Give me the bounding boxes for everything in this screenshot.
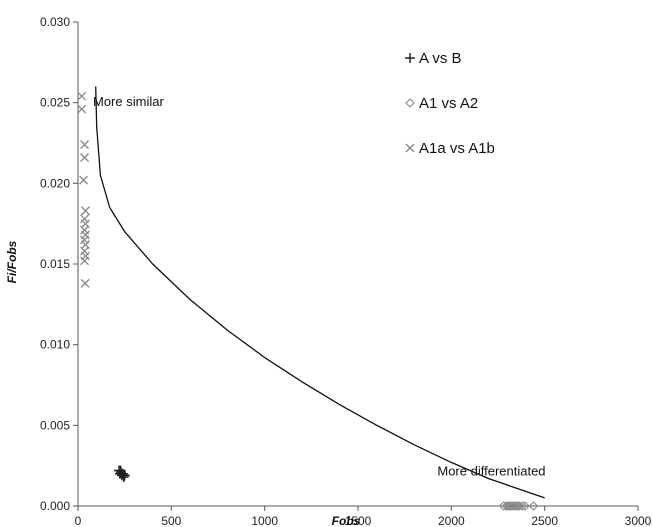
x-tick-label: 0: [75, 514, 82, 527]
y-tick-label: 0.020: [40, 176, 70, 190]
data-point: [81, 207, 89, 215]
x-tick-label: 500: [161, 514, 181, 527]
legend-label: A1 vs A2: [419, 95, 478, 112]
y-tick-label: 0.025: [40, 96, 70, 110]
legend-marker: [406, 99, 414, 107]
data-point: [81, 279, 89, 287]
annotation-label: More differentiated: [437, 463, 545, 478]
data-point: [78, 105, 86, 113]
y-tick-label: 0.030: [40, 15, 70, 29]
y-tick-label: 0.000: [40, 499, 70, 513]
axes: 0.000 0.005 0.010 0.015 0.020 0.025 0.030 0 500 1…: [40, 15, 652, 527]
data-point: [80, 176, 88, 184]
legend-item: A vs B: [405, 50, 462, 67]
legend-marker: [406, 144, 414, 152]
x-axis-title: Fobs: [332, 514, 361, 527]
x-tick-label: 1000: [251, 514, 278, 527]
legend-label: A vs B: [419, 50, 462, 67]
legend-item: A1a vs A1b: [406, 140, 495, 157]
data-point: [81, 154, 89, 162]
data-point: [81, 141, 89, 149]
legend-item: A1 vs A2: [406, 95, 478, 112]
data-point: [78, 92, 86, 100]
y-tick-label: 0.010: [40, 338, 70, 352]
legend: A vs B A1 vs A2 A1a vs A1b: [405, 50, 495, 157]
legend-label: A1a vs A1b: [419, 140, 495, 157]
y-tick-label: 0.015: [40, 257, 70, 271]
data-point: [81, 257, 89, 265]
legend-marker: [405, 53, 415, 63]
x-tick-label: 2000: [438, 514, 465, 527]
x-tick-label: 2500: [531, 514, 558, 527]
y-tick-label: 0.005: [40, 418, 70, 432]
annotation-label: More similar: [93, 94, 164, 109]
y-axis-title: Fi/Fobs: [5, 240, 19, 283]
x-tick-label: 3000: [625, 514, 652, 527]
